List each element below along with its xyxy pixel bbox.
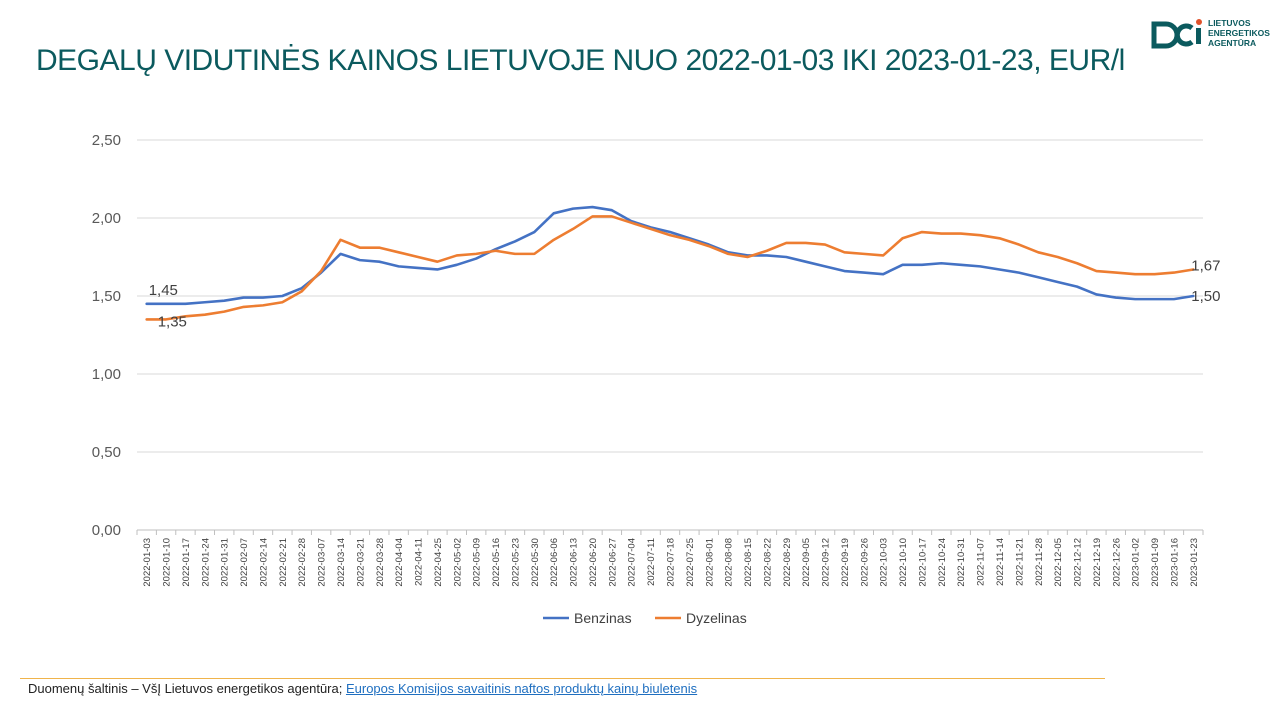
x-tick-label: 2022-01-17	[181, 538, 192, 587]
x-tick-label: 2022-03-07	[317, 538, 328, 587]
x-tick-label: 2022-07-18	[666, 538, 677, 587]
x-tick-label: 2022-02-14	[258, 538, 269, 587]
x-tick-label: 2023-01-23	[1189, 538, 1200, 587]
x-tick-label: 2022-11-07	[976, 538, 987, 586]
x-tick-label: 2022-01-24	[200, 538, 211, 587]
x-tick-label: 2022-01-31	[220, 538, 231, 587]
x-tick-label: 2022-01-03	[142, 538, 153, 587]
agency-logo: LIETUVOS ENERGETIKOS AGENTŪRA	[1150, 18, 1275, 52]
series-line-dyzelinas	[145, 215, 1195, 321]
x-tick-label: 2022-04-04	[394, 538, 405, 587]
data-label: 1,67	[1191, 257, 1220, 274]
x-tick-label: 2022-10-10	[898, 538, 909, 587]
x-tick-label: 2022-05-16	[491, 538, 502, 587]
page-title: DEGALŲ VIDUTINĖS KAINOS LIETUVOJE NUO 20…	[36, 44, 1125, 77]
logo-line: AGENTŪRA	[1208, 38, 1257, 48]
x-tick-label: 2022-09-05	[801, 538, 812, 587]
x-tick-label: 2022-06-20	[588, 538, 599, 587]
x-tick-label: 2022-04-25	[433, 538, 444, 587]
x-tick-label: 2023-01-02	[1131, 538, 1142, 587]
y-tick-label: 1,00	[92, 366, 121, 383]
x-tick-label: 2022-12-26	[1111, 538, 1122, 587]
logo-mark-icon	[1151, 19, 1202, 49]
y-tick-label: 1,50	[92, 288, 121, 305]
source-note: Duomenų šaltinis – VšĮ Lietuvos energeti…	[28, 681, 697, 696]
y-tick-label: 2,50	[92, 132, 121, 149]
x-tick-label: 2022-08-22	[762, 538, 773, 587]
x-tick-label: 2022-05-23	[510, 538, 521, 587]
x-tick-label: 2023-01-16	[1169, 538, 1180, 587]
x-tick-label: 2022-11-14	[995, 538, 1006, 586]
x-tick-label: 2022-10-03	[879, 538, 890, 587]
data-label: 1,45	[149, 282, 178, 299]
x-tick-label: 2022-09-19	[840, 538, 851, 587]
x-tick-label: 2022-08-29	[782, 538, 793, 587]
x-tick-label: 2022-08-08	[724, 538, 735, 587]
source-link[interactable]: Europos Komisijos savaitinis naftos prod…	[345, 681, 698, 696]
footer-divider	[20, 678, 1105, 679]
y-tick-label: 2,00	[92, 210, 121, 227]
x-tick-label: 2022-07-11	[646, 538, 657, 586]
x-tick-label: 2022-10-31	[956, 538, 967, 587]
x-tick-label: 2022-05-02	[452, 538, 463, 587]
source-prefix: Duomenų šaltinis – VšĮ Lietuvos energeti…	[28, 681, 346, 696]
x-tick-label: 2022-05-09	[472, 538, 483, 587]
x-tick-label: 2022-04-11	[414, 538, 425, 586]
x-tick-label: 2022-03-28	[375, 538, 386, 587]
x-tick-label: 2022-03-21	[355, 538, 366, 587]
x-tick-label: 2022-12-12	[1073, 538, 1084, 587]
y-tick-label: 0,50	[92, 444, 121, 461]
x-tick-label: 2022-02-07	[239, 538, 250, 587]
y-tick-label: 0,00	[92, 522, 121, 539]
x-tick-label: 2022-08-15	[743, 538, 754, 587]
x-tick-label: 2022-05-30	[530, 538, 541, 587]
logo-line: ENERGETIKOS	[1208, 28, 1270, 38]
x-tick-label: 2023-01-09	[1150, 538, 1161, 587]
x-tick-label: 2022-06-27	[607, 538, 618, 587]
x-tick-label: 2022-11-28	[1034, 538, 1045, 586]
x-tick-label: 2022-12-19	[1092, 538, 1103, 587]
x-tick-label: 2022-10-17	[917, 538, 928, 587]
x-tick-label: 2022-01-10	[162, 538, 173, 587]
x-tick-label: 2022-07-04	[627, 538, 638, 587]
x-tick-label: 2022-10-24	[937, 538, 948, 587]
logo-line: LIETUVOS	[1208, 18, 1251, 28]
x-tick-label: 2022-09-12	[821, 538, 832, 587]
x-tick-label: 2022-07-25	[685, 538, 696, 587]
x-tick-label: 2022-12-05	[1053, 538, 1064, 587]
legend-label: Benzinas	[574, 610, 632, 626]
x-tick-label: 2022-08-01	[704, 538, 715, 587]
legend-label: Dyzelinas	[686, 610, 747, 626]
x-tick-label: 2022-02-21	[278, 538, 289, 587]
x-tick-label: 2022-03-14	[336, 538, 347, 587]
x-tick-label: 2022-06-06	[549, 538, 560, 587]
x-tick-label: 2022-06-13	[569, 538, 580, 587]
logo-wordmark: LIETUVOS ENERGETIKOS AGENTŪRA	[1208, 18, 1270, 48]
data-label: 1,50	[1191, 288, 1220, 305]
x-tick-label: 2022-02-28	[297, 538, 308, 587]
x-tick-label: 2022-09-26	[859, 538, 870, 587]
x-tick-label: 2022-11-21	[1014, 538, 1025, 586]
data-label: 1,35	[158, 313, 187, 330]
